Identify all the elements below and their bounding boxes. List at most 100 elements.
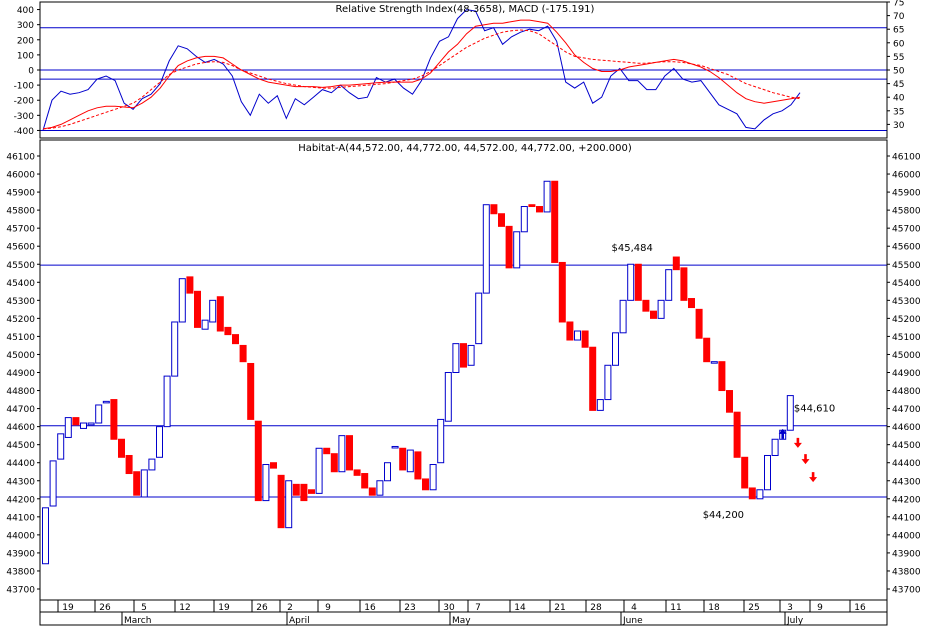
candle-up [95, 404, 103, 424]
price-right-tick-label: 44400 [892, 459, 921, 469]
candle-down [642, 299, 650, 312]
candle-up [156, 426, 163, 458]
candle-down [239, 344, 247, 363]
candle-up [467, 344, 475, 366]
candle-up [627, 263, 635, 301]
candle-up [209, 299, 217, 323]
price-right-tick-label: 44600 [892, 423, 921, 433]
candle-down [551, 180, 559, 263]
candle-up [764, 454, 771, 491]
indicator-panel-frame [39, 1, 888, 139]
price-left-tick-label: 46000 [6, 171, 35, 181]
candle-down [672, 256, 680, 271]
candle-up [574, 330, 581, 341]
price-left-tick-label: 44400 [6, 459, 35, 469]
candle-down [680, 267, 688, 301]
indicator-right-tick-label: 40 [893, 94, 905, 104]
candle-up [604, 364, 612, 401]
candle-down [741, 456, 749, 489]
candle-up [315, 447, 323, 494]
candle-up [520, 206, 528, 233]
candle-up [49, 460, 57, 507]
indicator-left-tick-label: 300 [17, 21, 34, 31]
indicator-left-tick-label: -100 [14, 82, 35, 92]
candle-down [368, 487, 376, 496]
indicator-series-line-1 [42, 9, 801, 131]
indicator-gridlines [40, 27, 887, 131]
price-left-tick-label: 45100 [6, 333, 35, 343]
date-axis-month-label: May [452, 616, 471, 626]
candle-up [786, 395, 794, 431]
indicator-left-tick-label: 100 [17, 51, 34, 61]
candle-up [178, 278, 186, 323]
indicator-left-axis: 400 300 200 100 0 -100 -200 -300 -400 [14, 6, 40, 137]
candle-up [406, 449, 414, 473]
candle-up [376, 480, 384, 496]
candle-up [87, 422, 95, 426]
price-right-tick-label: 44300 [892, 477, 921, 487]
price-right-tick-label: 45200 [892, 315, 921, 325]
candle-up [619, 299, 627, 334]
candle-down [125, 454, 133, 475]
price-right-tick-label: 45000 [892, 351, 921, 361]
candle-down [536, 206, 543, 213]
price-right-tick-label: 44800 [892, 387, 921, 397]
indicator-right-tick-label: 60 [893, 39, 905, 49]
date-axis-day-label: 30 [443, 603, 455, 613]
indicator-left-tick-label: 0 [28, 67, 34, 77]
price-right-tick-label: 44500 [892, 441, 921, 451]
candle-down [224, 326, 232, 336]
price-right-tick-label: 45600 [892, 243, 921, 253]
price-left-tick-label: 43700 [6, 586, 35, 596]
candle-down [232, 334, 239, 345]
indicator-series-line-3 [42, 29, 801, 130]
indicator-left-tick-label: -300 [14, 112, 35, 122]
candle-down [300, 483, 308, 502]
candle-down [748, 487, 756, 500]
indicator-left-tick-label: 400 [17, 6, 34, 16]
price-right-tick-label: 44100 [892, 513, 921, 523]
candle-up [64, 417, 72, 438]
indicator-right-tick-label: 30 [893, 121, 905, 131]
date-axis-day-label: 3 [787, 603, 793, 613]
indicator-left-tick-label: -400 [14, 127, 35, 137]
candle-down [292, 483, 300, 496]
candle-up [444, 372, 452, 422]
date-axis-day-label: 14 [514, 603, 526, 613]
price-right-tick-label: 45700 [892, 225, 921, 235]
candle-down [589, 346, 597, 411]
candle-down [346, 435, 353, 471]
date-axis-day-label: 11 [670, 603, 681, 613]
date-axis-month-label: June [622, 616, 643, 626]
date-axis-day-label: 2 [287, 603, 293, 613]
date-axis-day-label: 16 [854, 603, 866, 613]
price-left-tick-label: 46100 [6, 153, 35, 163]
candle-down [733, 411, 741, 458]
candle-up [771, 438, 779, 456]
price-candles [42, 180, 794, 565]
price-left-tick-label: 44000 [6, 531, 35, 541]
candle-up [384, 462, 391, 482]
candle-down [650, 310, 657, 319]
price-left-tick-label: 44200 [6, 495, 35, 505]
price-left-tick-label: 45900 [6, 189, 35, 199]
candle-up [452, 343, 460, 373]
price-right-tick-label: 44700 [892, 405, 921, 415]
candle-up [665, 269, 673, 301]
candle-up [437, 418, 445, 464]
sell-arrow-icon [793, 437, 802, 448]
price-right-tick-label: 43800 [892, 567, 921, 577]
date-axis-day-label: 16 [364, 603, 376, 613]
candle-down [490, 204, 498, 215]
candle-up [756, 489, 764, 500]
price-annotation-label: $44,610 [794, 404, 835, 415]
date-axis-day-label: 19 [218, 603, 230, 613]
date-axis-day-label: 5 [141, 603, 147, 613]
candle-down [695, 308, 703, 339]
price-gridlines [40, 264, 887, 498]
candle-up [148, 458, 156, 471]
price-right-tick-label: 44000 [892, 531, 921, 541]
date-axis-day-label: 26 [256, 603, 268, 613]
candle-up [657, 299, 665, 319]
candle-down [247, 362, 255, 420]
